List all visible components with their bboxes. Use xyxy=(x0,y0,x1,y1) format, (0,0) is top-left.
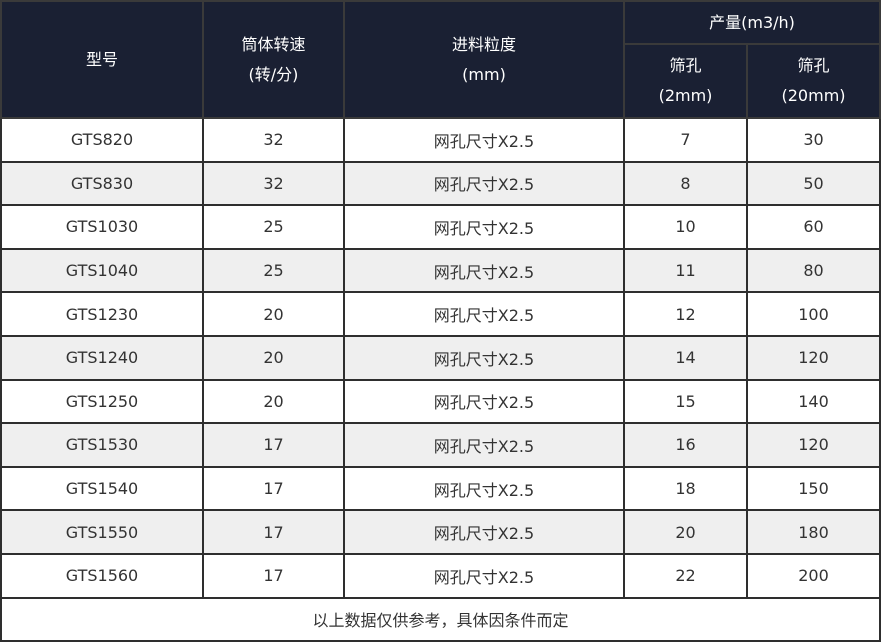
cell-capacity-20mm: 120 xyxy=(745,422,882,468)
table-row: GTS1250 20 网孔尺寸X2.5 15 140 xyxy=(0,378,882,425)
cell-speed: 32 xyxy=(202,160,345,207)
header-sieve-20mm-line2: (20mm) xyxy=(781,86,846,105)
cell-capacity-2mm: 11 xyxy=(623,247,748,294)
header-sieve-20mm-line1: 筛孔 xyxy=(797,56,830,75)
table-row: GTS1030 25 网孔尺寸X2.5 10 60 xyxy=(0,204,882,250)
cell-model: GTS1030 xyxy=(0,204,204,250)
cell-capacity-20mm: 60 xyxy=(745,204,882,250)
cell-speed: 25 xyxy=(202,247,345,294)
header-sieve-2mm-line2: (2mm) xyxy=(658,86,713,105)
cell-model: GTS1550 xyxy=(0,509,204,555)
cell-model: GTS1040 xyxy=(0,247,204,294)
cell-speed: 20 xyxy=(202,334,345,381)
cell-capacity-2mm: 18 xyxy=(623,465,748,512)
cell-capacity-20mm: 100 xyxy=(745,291,882,337)
cell-capacity-2mm: 8 xyxy=(623,160,748,207)
cell-feed-size: 网孔尺寸X2.5 xyxy=(343,117,625,163)
cell-capacity-2mm: 15 xyxy=(623,378,748,425)
cell-speed: 17 xyxy=(202,465,345,512)
cell-capacity-20mm: 150 xyxy=(745,465,882,512)
header-model: 型号 xyxy=(0,0,204,119)
header-feed: 进料粒度 (mm) xyxy=(343,0,625,119)
header-feed-line2: (mm) xyxy=(462,64,506,84)
cell-capacity-2mm: 7 xyxy=(623,117,748,163)
table-body: GTS820 32 网孔尺寸X2.5 7 30 GTS830 32 网孔尺寸X2.5 8 50 GT… xyxy=(0,117,882,599)
cell-model: GTS830 xyxy=(0,160,204,207)
header-sieve-20mm: 筛孔 (20mm) xyxy=(745,43,882,119)
header-speed: 筒体转速 (转/分) xyxy=(202,0,345,119)
cell-capacity-2mm: 16 xyxy=(623,422,748,468)
header-speed-line1: 筒体转速 xyxy=(241,34,306,54)
cell-feed-size: 网孔尺寸X2.5 xyxy=(343,160,625,207)
cell-capacity-20mm: 200 xyxy=(745,552,882,599)
cell-speed: 25 xyxy=(202,204,345,250)
cell-capacity-20mm: 50 xyxy=(745,160,882,207)
cell-capacity-2mm: 22 xyxy=(623,552,748,599)
table-row: GTS1560 17 网孔尺寸X2.5 22 200 xyxy=(0,552,882,599)
cell-speed: 17 xyxy=(202,552,345,599)
table-row: GTS820 32 网孔尺寸X2.5 7 30 xyxy=(0,117,882,163)
cell-capacity-2mm: 10 xyxy=(623,204,748,250)
header-sieve-2mm: 筛孔 (2mm) xyxy=(623,43,748,119)
table-row: GTS1540 17 网孔尺寸X2.5 18 150 xyxy=(0,465,882,512)
cell-feed-size: 网孔尺寸X2.5 xyxy=(343,247,625,294)
table-row: GTS1230 20 网孔尺寸X2.5 12 100 xyxy=(0,291,882,337)
cell-model: GTS820 xyxy=(0,117,204,163)
table-row: GTS1550 17 网孔尺寸X2.5 20 180 xyxy=(0,509,882,555)
cell-speed: 17 xyxy=(202,509,345,555)
header-sieve-2mm-line1: 筛孔 xyxy=(669,56,702,75)
cell-capacity-20mm: 140 xyxy=(745,378,882,425)
header-capacity: 产量(m3/h) xyxy=(622,0,882,45)
cell-capacity-20mm: 180 xyxy=(745,509,882,555)
cell-capacity-2mm: 14 xyxy=(623,334,748,381)
table-row: GTS1040 25 网孔尺寸X2.5 11 80 xyxy=(0,247,882,294)
cell-feed-size: 网孔尺寸X2.5 xyxy=(343,422,625,468)
cell-feed-size: 网孔尺寸X2.5 xyxy=(343,378,625,425)
cell-model: GTS1230 xyxy=(0,291,204,337)
cell-capacity-20mm: 120 xyxy=(745,334,882,381)
table-row: GTS1530 17 网孔尺寸X2.5 16 120 xyxy=(0,422,882,468)
cell-capacity-2mm: 20 xyxy=(623,509,748,555)
cell-speed: 17 xyxy=(202,422,345,468)
cell-feed-size: 网孔尺寸X2.5 xyxy=(343,509,625,555)
cell-speed: 32 xyxy=(202,117,345,163)
footer-note: 以上数据仅供参考，具体因条件而定 xyxy=(0,596,882,642)
cell-speed: 20 xyxy=(202,378,345,425)
cell-model: GTS1240 xyxy=(0,334,204,381)
cell-model: GTS1530 xyxy=(0,422,204,468)
table-row: GTS1240 20 网孔尺寸X2.5 14 120 xyxy=(0,334,882,381)
cell-capacity-20mm: 30 xyxy=(745,117,882,163)
cell-capacity-2mm: 12 xyxy=(623,291,748,337)
cell-feed-size: 网孔尺寸X2.5 xyxy=(343,334,625,381)
table-row: GTS830 32 网孔尺寸X2.5 8 50 xyxy=(0,160,882,207)
header-feed-line1: 进料粒度 xyxy=(451,34,516,54)
cell-feed-size: 网孔尺寸X2.5 xyxy=(343,552,625,599)
cell-model: GTS1560 xyxy=(0,552,204,599)
cell-feed-size: 网孔尺寸X2.5 xyxy=(343,465,625,512)
cell-feed-size: 网孔尺寸X2.5 xyxy=(343,204,625,250)
cell-capacity-20mm: 80 xyxy=(745,247,882,294)
cell-model: GTS1250 xyxy=(0,378,204,425)
cell-model: GTS1540 xyxy=(0,465,204,512)
cell-speed: 20 xyxy=(202,291,345,337)
header-speed-line2: (转/分) xyxy=(248,64,299,84)
cell-feed-size: 网孔尺寸X2.5 xyxy=(343,291,625,337)
